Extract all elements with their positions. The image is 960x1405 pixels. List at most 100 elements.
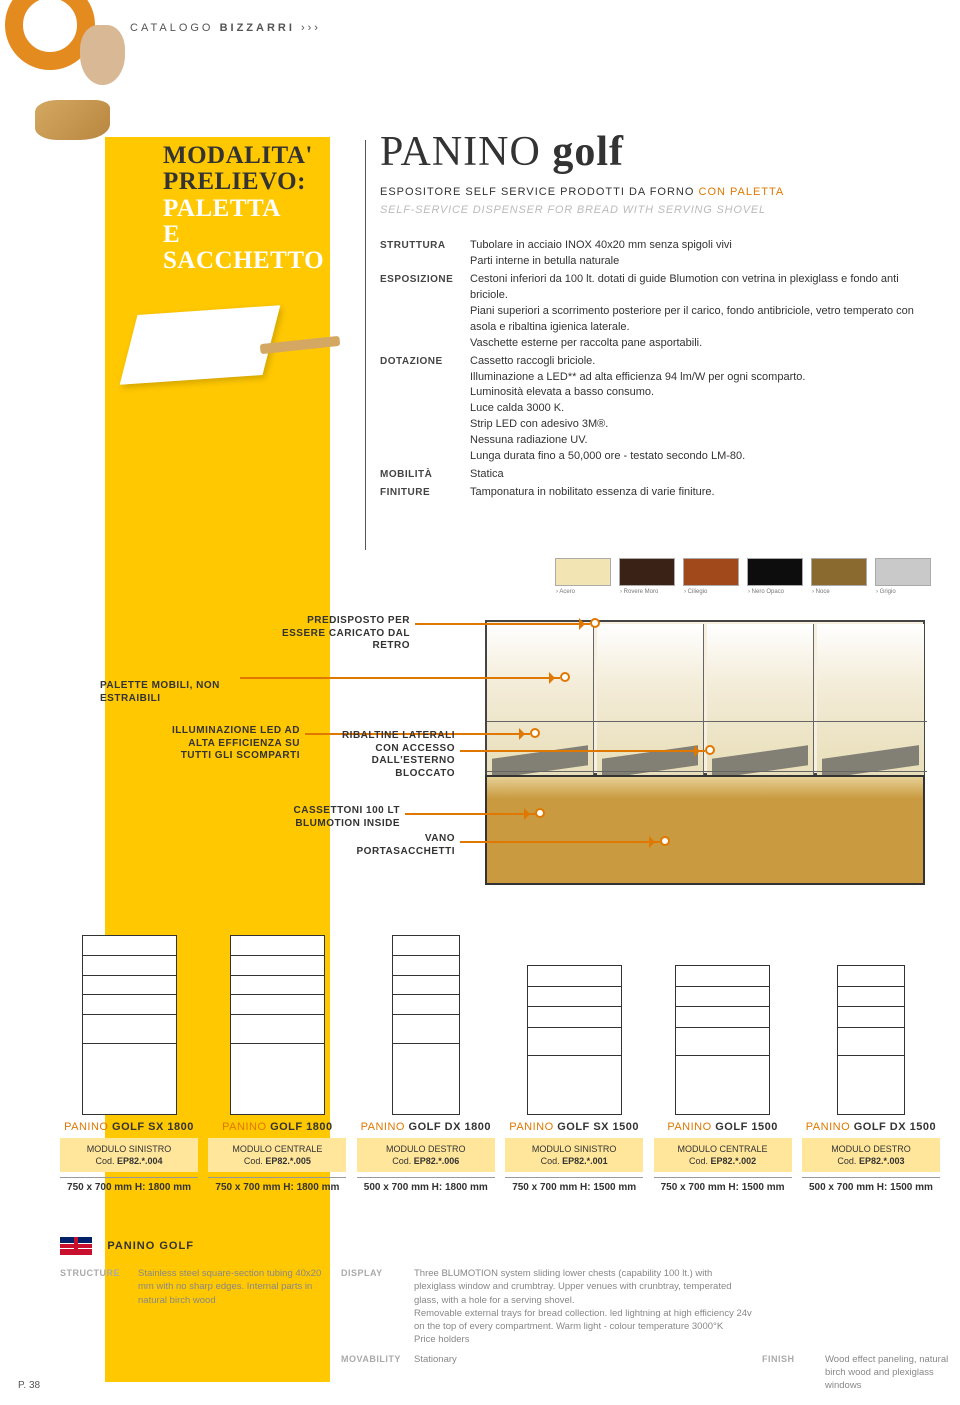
- module-dimensions: 750 x 700 mm H: 1500 mm: [505, 1177, 643, 1193]
- module-cell: PANINO GOLF DX 1800 MODULO DESTROCod. EP8…: [357, 935, 495, 1205]
- module-subtitle: MODULO DESTRO: [361, 1143, 491, 1155]
- spec-value: Statica: [470, 467, 930, 483]
- en-finish-label: FINISH: [762, 1353, 817, 1393]
- subtitle-it-main: ESPOSITORE SELF SERVICE PRODOTTI DA FORN…: [380, 186, 694, 198]
- modalita-block: MODALITA' PRELIEVO: PALETTA E SACCHETTO: [163, 143, 343, 274]
- modules-row: PANINO GOLF SX 1800MODULO SINISTROCod. E…: [60, 935, 940, 1205]
- module-code-box: MODULO DESTROCod. EP82.*.003: [802, 1138, 940, 1172]
- module-code-box: MODULO SINISTROCod. EP82.*.004: [60, 1138, 198, 1172]
- brand-name: BIZZARRI: [220, 22, 295, 34]
- uk-flag-icon: [60, 1237, 92, 1255]
- callout-portasacchetti: VANO PORTASACCHETTI: [335, 833, 455, 858]
- product-name1: PANINO: [380, 129, 541, 175]
- module-drawing: [505, 935, 643, 1115]
- finish-swatch: › Ciliegio: [683, 558, 739, 586]
- module-code-box: MODULO SINISTROCod. EP82.*.001: [505, 1138, 643, 1172]
- en-movability-label: MOVABILITY: [341, 1353, 406, 1393]
- module-cell: PANINO GOLF 1500 MODULO CENTRALECod. EP82…: [654, 935, 792, 1205]
- product-title: PANINO golf: [380, 128, 624, 176]
- module-code: Cod. EP82.*.005: [212, 1155, 342, 1167]
- module-subtitle: MODULO DESTRO: [806, 1143, 936, 1155]
- module-code: Cod. EP82.*.006: [361, 1155, 491, 1167]
- module-title: PANINO GOLF 1500: [654, 1121, 792, 1133]
- en-display-label: DISPLAY: [341, 1267, 406, 1347]
- callouts-layer: PREDISPOSTO PER ESSERE CARICATO DAL RETR…: [120, 605, 940, 905]
- en-display: Three BLUMOTION system sliding lower che…: [414, 1267, 754, 1347]
- spec-label: DOTAZIONE: [380, 354, 470, 466]
- callout-rear-load: PREDISPOSTO PER ESSERE CARICATO DAL RETR…: [270, 615, 410, 653]
- swatch-label: › Ciliegio: [684, 589, 740, 595]
- module-drawing: [654, 935, 792, 1115]
- subtitle-it-accent: CON PALETTA: [699, 186, 785, 198]
- spec-table: STRUTTURATubolare in acciaio INOX 40x20 …: [380, 238, 930, 503]
- page-number: P. 38: [18, 1380, 40, 1391]
- swatch-label: › Rovere Moro: [620, 589, 676, 595]
- module-dimensions: 750 x 700 mm H: 1800 mm: [208, 1177, 346, 1193]
- swatch-label: › Grigio: [876, 589, 932, 595]
- spec-value: Cassetto raccogli briciole. Illuminazion…: [470, 354, 930, 466]
- subtitle-english: SELF-SERVICE DISPENSER FOR BREAD WITH SE…: [380, 204, 766, 216]
- finish-swatches: › Acero › Rovere Moro › Ciliegio › Nero Opa…: [555, 558, 931, 586]
- module-drawing: [60, 935, 198, 1115]
- module-subtitle: MODULO SINISTRO: [509, 1143, 639, 1155]
- finish-swatch: › Noce: [811, 558, 867, 586]
- callout-cassettoni: CASSETTONI 100 LT BLUMOTION INSIDE: [250, 805, 400, 830]
- modalita-l1: MODALITA': [163, 143, 343, 169]
- module-code-box: MODULO CENTRALECod. EP82.*.005: [208, 1138, 346, 1172]
- spec-value: Tubolare in acciaio INOX 40x20 mm senza …: [470, 238, 930, 270]
- en-structure: Stainless steel square-section tubing 40…: [138, 1267, 333, 1347]
- en-structure-label: STRUCTURE: [60, 1267, 130, 1347]
- modalita-l4: E SACCHETTO: [163, 222, 343, 275]
- finish-swatch: › Acero: [555, 558, 611, 586]
- vertical-divider: [365, 140, 366, 550]
- module-dimensions: 750 x 700 mm H: 1800 mm: [60, 1177, 198, 1193]
- module-title: PANINO GOLF 1800: [208, 1121, 346, 1133]
- finish-swatch: › Nero Opaco: [747, 558, 803, 586]
- module-dimensions: 500 x 700 mm H: 1800 mm: [357, 1177, 495, 1193]
- module-dimensions: 500 x 700 mm H: 1500 mm: [802, 1177, 940, 1193]
- swatch-label: › Acero: [556, 589, 612, 595]
- module-subtitle: MODULO SINISTRO: [64, 1143, 194, 1155]
- spec-value: Cestoni inferiori da 100 lt. dotati di g…: [470, 272, 930, 352]
- module-code: Cod. EP82.*.003: [806, 1155, 936, 1167]
- module-code-box: MODULO CENTRALECod. EP82.*.002: [654, 1138, 792, 1172]
- spec-label: ESPOSIZIONE: [380, 272, 470, 352]
- module-cell: PANINO GOLF SX 1800 MODULO SINISTROCod. E…: [60, 935, 198, 1205]
- module-subtitle: MODULO CENTRALE: [658, 1143, 788, 1155]
- catalog-label: CATALOGO: [130, 22, 214, 34]
- spec-row: ESPOSIZIONECestoni inferiori da 100 lt. …: [380, 272, 930, 352]
- spec-row: FINITURETamponatura in nobilitato essenz…: [380, 485, 930, 501]
- module-title: PANINO GOLF SX 1800: [60, 1121, 198, 1133]
- swatch-label: › Noce: [812, 589, 868, 595]
- spec-label: STRUTTURA: [380, 238, 470, 270]
- product-name2: golf: [552, 129, 624, 175]
- module-code: Cod. EP82.*.002: [658, 1155, 788, 1167]
- en-finish: Wood effect paneling, natural birch wood…: [825, 1353, 960, 1393]
- spec-row: DOTAZIONECassetto raccogli briciole. Ill…: [380, 354, 930, 466]
- brand-logo: [15, 0, 110, 145]
- header-arrows: ›››: [301, 22, 321, 34]
- module-subtitle: MODULO CENTRALE: [212, 1143, 342, 1155]
- module-cell: PANINO GOLF SX 1500MODULO SINISTROCod. E…: [505, 935, 643, 1205]
- finish-swatch: › Grigio: [875, 558, 931, 586]
- spec-label: FINITURE: [380, 485, 470, 501]
- page-header: CATALOGO BIZZARRI ›››: [130, 22, 321, 34]
- english-section: PANINO GOLF STRUCTURE Stainless steel sq…: [60, 1237, 940, 1393]
- module-title: PANINO GOLF DX 1500: [802, 1121, 940, 1133]
- finish-swatch: › Rovere Moro: [619, 558, 675, 586]
- module-code-box: MODULO DESTROCod. EP82.*.006: [357, 1138, 495, 1172]
- module-dimensions: 750 x 700 mm H: 1500 mm: [654, 1177, 792, 1193]
- module-drawing: [357, 935, 495, 1115]
- subtitle-italian: ESPOSITORE SELF SERVICE PRODOTTI DA FORN…: [380, 186, 784, 198]
- module-title: PANINO GOLF DX 1800: [357, 1121, 495, 1133]
- spec-value: Tamponatura in nobilitato essenza di var…: [470, 485, 930, 501]
- module-cell: PANINO GOLF 1800 MODULO CENTRALECod. EP82…: [208, 935, 346, 1205]
- module-code: Cod. EP82.*.001: [509, 1155, 639, 1167]
- spec-row: MOBILITÀStatica: [380, 467, 930, 483]
- modalita-l3: PALETTA: [163, 196, 343, 222]
- callout-ribaltine: RIBALTINE LATERALI CON ACCESSO DALL'ESTE…: [315, 730, 455, 780]
- spec-row: STRUTTURATubolare in acciaio INOX 40x20 …: [380, 238, 930, 270]
- en-movability: Stationary: [414, 1353, 754, 1393]
- swatch-label: › Nero Opaco: [748, 589, 804, 595]
- spec-label: MOBILITÀ: [380, 467, 470, 483]
